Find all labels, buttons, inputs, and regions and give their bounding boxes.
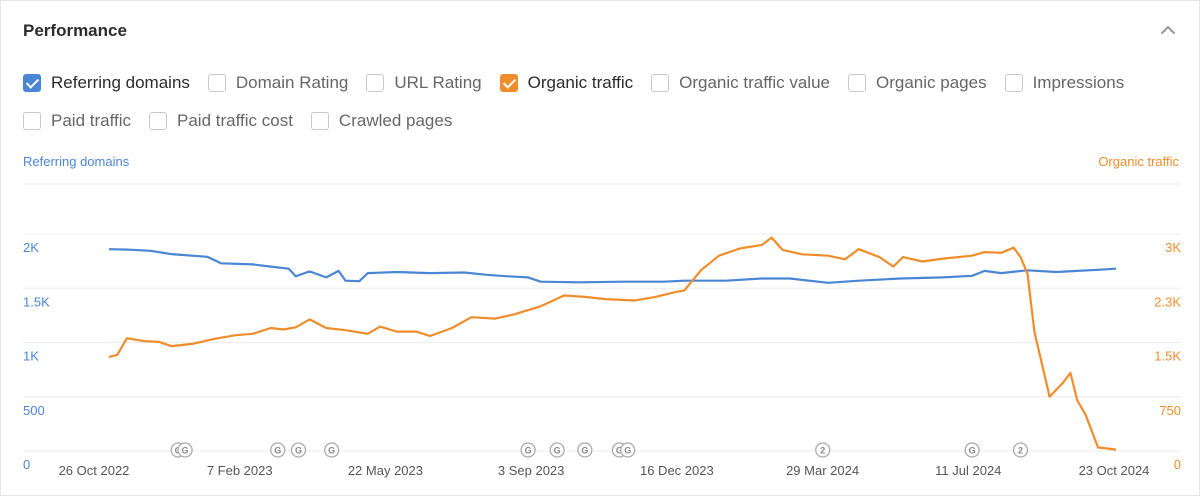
marker-label: G xyxy=(624,446,631,456)
left-tick-label: 500 xyxy=(23,403,45,418)
metric-label: Paid traffic xyxy=(51,111,132,130)
metric-url-rating[interactable]: URL Rating xyxy=(366,73,482,93)
right-tick-label: 2.3K xyxy=(1154,294,1181,309)
metric-label: Impressions xyxy=(1032,73,1125,92)
marker-label: G xyxy=(554,446,561,456)
metric-row-1: Referring domains Domain Rating URL Rati… xyxy=(23,69,1183,97)
organic-traffic-line[interactable] xyxy=(108,236,1117,451)
ahrefs-update-marker[interactable]: 2 xyxy=(1012,442,1029,458)
right-tick-label: 750 xyxy=(1159,403,1181,418)
metric-organic-traffic-value[interactable]: Organic traffic value xyxy=(651,73,830,93)
metric-label: Domain Rating xyxy=(235,73,349,92)
metric-checkboxes: Referring domains Domain Rating URL Rati… xyxy=(23,69,1183,145)
metric-referring-domains[interactable]: Referring domains xyxy=(23,73,190,93)
google-update-marker[interactable]: G xyxy=(520,442,536,458)
google-update-marker[interactable]: G xyxy=(577,442,593,458)
left-tick-label: 2K xyxy=(23,240,39,255)
metric-domain-rating[interactable]: Domain Rating xyxy=(207,73,349,93)
checkbox-unchecked-icon[interactable] xyxy=(23,112,41,130)
checkbox-checked-icon[interactable] xyxy=(499,74,518,92)
metric-impressions[interactable]: Impressions xyxy=(1004,73,1125,93)
metric-organic-pages[interactable]: Organic pages xyxy=(848,73,987,93)
metric-label: Crawled pages xyxy=(338,111,453,130)
x-tick-label: 16 Dec 2023 xyxy=(640,463,714,478)
metric-row-2: Paid traffic Paid traffic cost Crawled p… xyxy=(23,107,1183,135)
google-update-marker[interactable]: G xyxy=(177,442,193,458)
metric-paid-traffic[interactable]: Paid traffic xyxy=(23,111,131,131)
referring-domains-line[interactable] xyxy=(108,248,1117,284)
checkbox-unchecked-icon[interactable] xyxy=(366,74,385,92)
left-tick-label: 1.5K xyxy=(23,294,50,309)
x-tick-label: 29 Mar 2024 xyxy=(786,463,859,478)
metric-crawled-pages[interactable]: Crawled pages xyxy=(310,111,453,131)
marker-label: G xyxy=(969,446,976,456)
x-tick-label: 26 Oct 2022 xyxy=(59,463,130,478)
metric-label: Organic traffic xyxy=(527,73,634,92)
metric-label: Organic traffic value xyxy=(679,73,830,92)
checkbox-unchecked-icon[interactable] xyxy=(149,112,168,130)
x-tick-label: 7 Feb 2023 xyxy=(207,463,273,478)
google-update-marker[interactable]: G xyxy=(964,442,980,458)
checkbox-unchecked-icon[interactable] xyxy=(310,112,329,130)
checkbox-checked-icon[interactable] xyxy=(23,74,41,92)
marker-label: G xyxy=(274,446,281,456)
metric-organic-traffic[interactable]: Organic traffic xyxy=(499,73,634,93)
metric-label: Organic pages xyxy=(876,73,987,92)
google-update-marker[interactable]: G xyxy=(324,442,340,458)
google-update-marker[interactable]: G xyxy=(290,442,307,458)
marker-label: G xyxy=(295,446,302,456)
marker-label: 2 xyxy=(1018,446,1023,456)
left-tick-label: 1K xyxy=(23,349,39,364)
checkbox-unchecked-icon[interactable] xyxy=(651,74,670,92)
checkbox-unchecked-icon[interactable] xyxy=(1004,74,1023,92)
metric-paid-traffic-cost[interactable]: Paid traffic cost xyxy=(149,111,293,131)
x-tick-label: 23 Oct 2024 xyxy=(1079,463,1150,478)
panel-title: Performance xyxy=(23,21,127,40)
right-axis-title: Organic traffic xyxy=(1098,154,1179,169)
right-tick-label: 0 xyxy=(1174,457,1181,472)
left-axis-title: Referring domains xyxy=(23,154,130,169)
metric-label: URL Rating xyxy=(394,73,482,92)
marker-label: G xyxy=(616,446,623,456)
ahrefs-update-marker[interactable]: 2 xyxy=(815,442,831,458)
left-tick-label: 0 xyxy=(23,457,30,472)
google-update-marker[interactable]: G xyxy=(549,442,565,458)
x-tick-label: 22 May 2023 xyxy=(348,463,423,478)
chevron-up-icon[interactable] xyxy=(1159,21,1177,39)
right-tick-label: 1.5K xyxy=(1154,349,1181,364)
marker-label: G xyxy=(182,446,189,456)
checkbox-unchecked-icon[interactable] xyxy=(207,74,226,92)
checkbox-unchecked-icon[interactable] xyxy=(848,74,866,92)
metric-label: Paid traffic cost xyxy=(177,111,293,130)
google-update-marker[interactable]: G xyxy=(620,442,636,458)
marker-label: G xyxy=(328,446,335,456)
x-tick-label: 11 Jul 2024 xyxy=(935,463,1001,478)
marker-label: 2 xyxy=(820,446,825,456)
x-tick-label: 3 Sep 2023 xyxy=(498,463,565,478)
google-update-marker[interactable]: G xyxy=(270,442,286,458)
right-tick-label: 3K xyxy=(1165,240,1181,255)
marker-label: G xyxy=(581,446,588,456)
marker-label: G xyxy=(525,446,532,456)
metric-label: Referring domains xyxy=(51,73,190,92)
